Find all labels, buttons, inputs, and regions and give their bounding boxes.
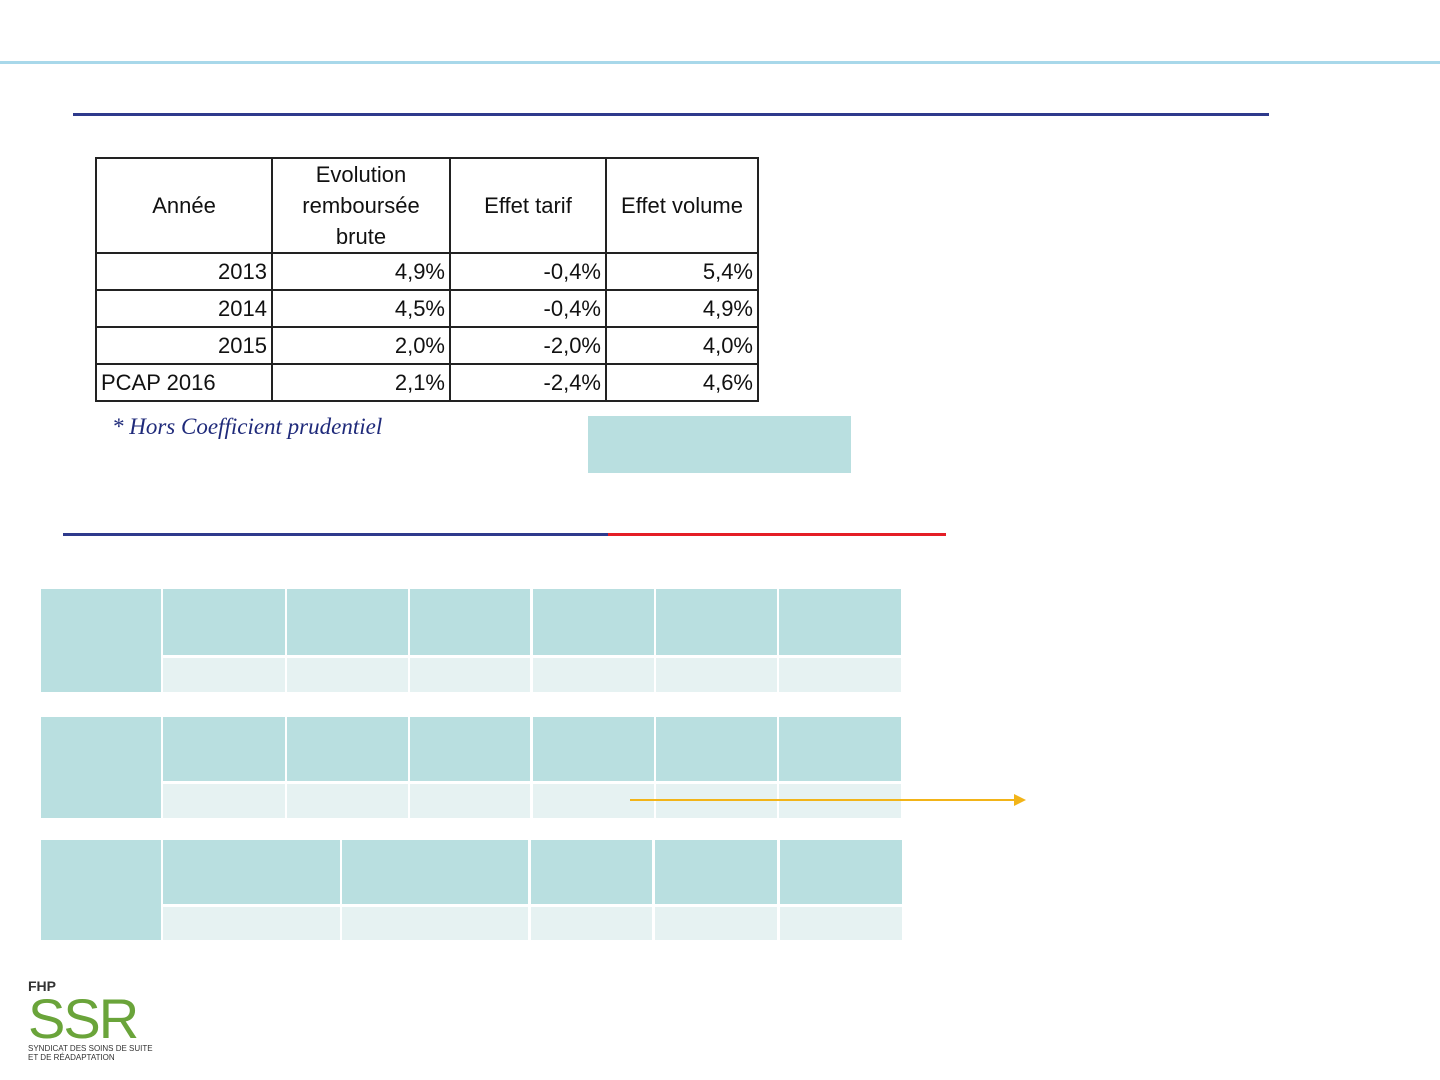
logo-line: ET DE RÉADAPTATION (28, 1053, 115, 1062)
grid-cell (163, 840, 340, 904)
grid-cell (780, 907, 902, 940)
arrow-head (1014, 794, 1026, 806)
grid-cell (41, 840, 161, 940)
table-cell: -2,4% (449, 363, 607, 402)
table-cell: -0,4% (449, 252, 607, 291)
table-cell: PCAP 2016 (95, 363, 273, 402)
grid-cell (656, 658, 777, 692)
grid-cell (410, 717, 530, 781)
grid-cell (533, 589, 654, 655)
grid-cell (287, 658, 408, 692)
grid-cell (163, 717, 285, 781)
table-row: PCAP 2016 2,1% -2,4% 4,6% (95, 363, 759, 402)
grid-cell (163, 589, 285, 655)
grid-cell (533, 658, 654, 692)
section-rule-blue (63, 533, 608, 536)
table-cell: 2014 (95, 289, 273, 328)
table-cell: 4,9% (605, 289, 759, 328)
grid-cell (342, 840, 528, 904)
logo-line: SYNDICAT DES SOINS DE SUITE (28, 1044, 153, 1053)
header-cell: Effet volume (605, 157, 759, 254)
table-cell: 2015 (95, 326, 273, 365)
grid-cell (656, 717, 777, 781)
grid-cell (656, 589, 777, 655)
table-cell: 2013 (95, 252, 273, 291)
table-cell: 4,0% (605, 326, 759, 365)
grid-cell (410, 658, 530, 692)
grid-cell (533, 717, 654, 781)
grid-cell (41, 589, 161, 692)
grid-cell (287, 784, 408, 818)
header-cell: Année (95, 157, 273, 254)
data-table: Année Evolution remboursée brute Effet t… (95, 157, 759, 402)
grid-cell (287, 589, 408, 655)
grid-cell (163, 907, 340, 940)
grid-cell (410, 589, 530, 655)
top-rule (0, 61, 1440, 64)
grid-cell (655, 907, 777, 940)
table-cell: 4,5% (271, 289, 451, 328)
logo-brand: FHP (28, 978, 56, 994)
title-rule (73, 113, 1269, 116)
grid-cell (410, 784, 530, 818)
grid-cell (41, 717, 161, 818)
grid-cell (779, 658, 901, 692)
grid-cell (779, 717, 901, 781)
grid-cell (342, 907, 528, 940)
grid-cell (287, 717, 408, 781)
grid-cell (780, 840, 902, 904)
logo: FHP SSR SYNDICAT DES SOINS DE SUITE ET D… (28, 978, 153, 1062)
grid-cell (163, 784, 285, 818)
table-row: 2015 2,0% -2,0% 4,0% (95, 326, 759, 365)
table-cell: -0,4% (449, 289, 607, 328)
logo-name: SSR (28, 987, 139, 1050)
grid-cell (655, 840, 777, 904)
grid-cell (163, 658, 285, 692)
section-rule-red (608, 533, 946, 536)
table-cell: 2,0% (271, 326, 451, 365)
grid-cell (531, 840, 652, 904)
table-cell: 2,1% (271, 363, 451, 402)
header-row: Année Evolution remboursée brute Effet t… (95, 157, 759, 254)
grid-cell (779, 589, 901, 655)
header-cell: Effet tarif (449, 157, 607, 254)
table-cell: 5,4% (605, 252, 759, 291)
footnote: * Hors Coefficient prudentiel (112, 414, 383, 439)
table-cell: 4,9% (271, 252, 451, 291)
table-cell: 4,6% (605, 363, 759, 402)
table-row: 2014 4,5% -0,4% 4,9% (95, 289, 759, 328)
table-cell: -2,0% (449, 326, 607, 365)
empty-box (588, 416, 851, 473)
grid-cell (531, 907, 652, 940)
header-cell: Evolution remboursée brute (271, 157, 451, 254)
table-row: 2013 4,9% -0,4% 5,4% (95, 252, 759, 291)
